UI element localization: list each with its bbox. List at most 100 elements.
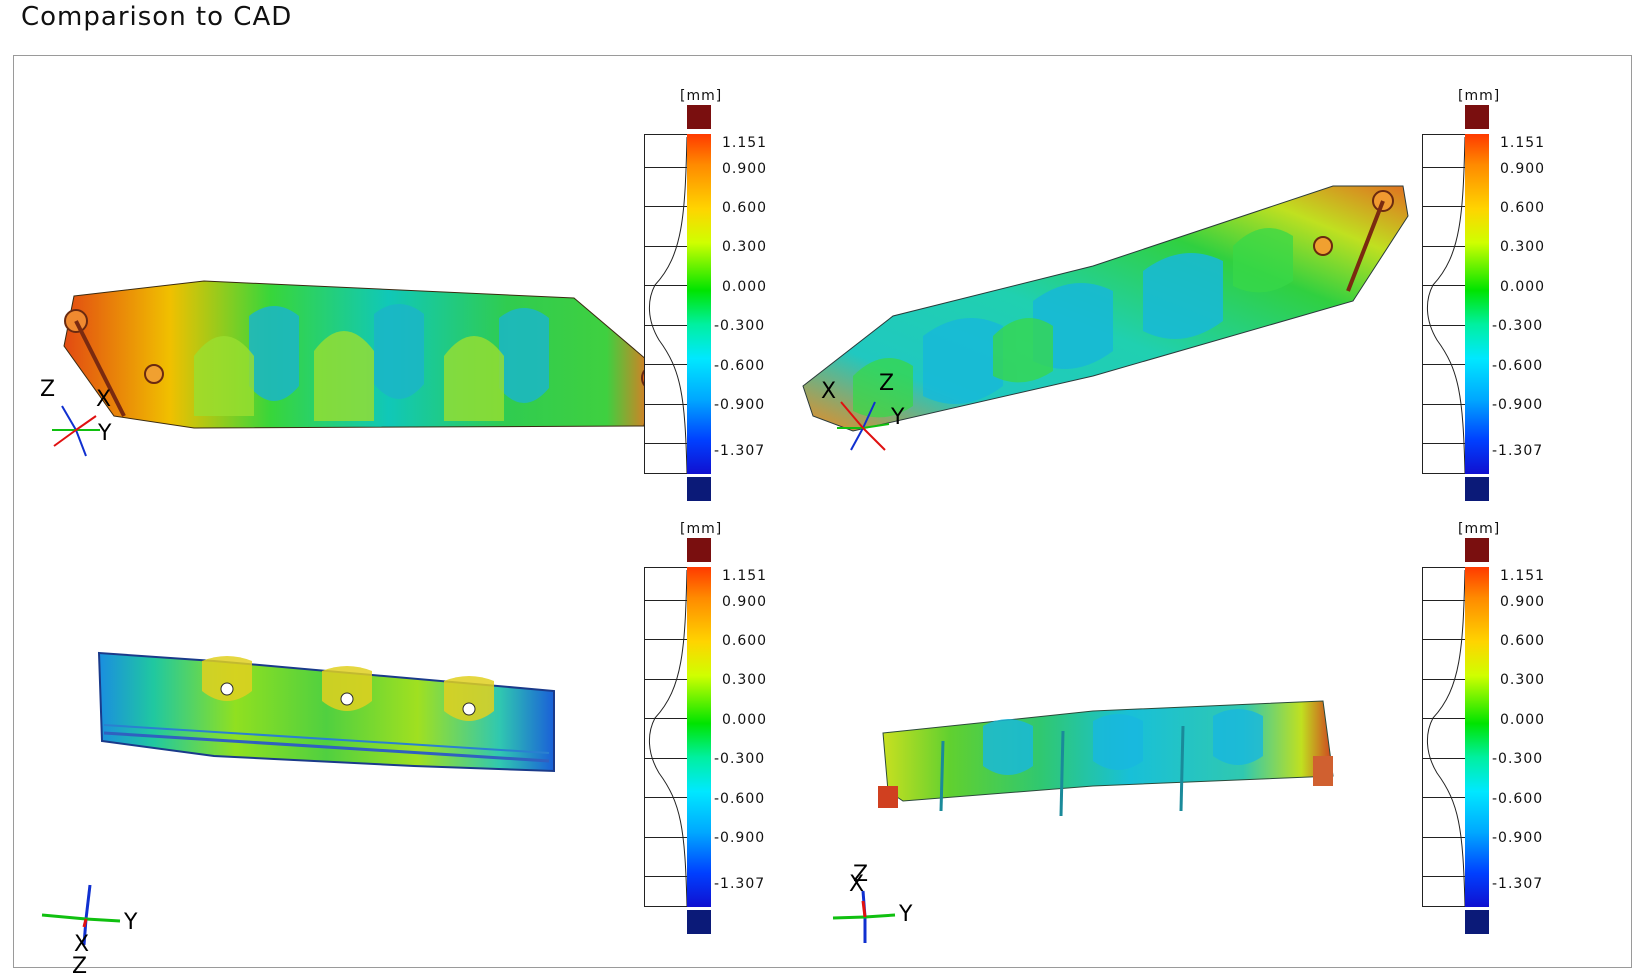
view-top-right[interactable]: X Z Y [mm] 1.151 0.900 0.600 0.300 0.000 -0.3… — [793, 56, 1593, 511]
legend-tick-label: -0.600 — [1492, 791, 1544, 807]
histogram-gridline — [645, 404, 687, 405]
legend-above-swatch — [1465, 105, 1489, 129]
histogram-gridline — [645, 285, 687, 286]
axis-label-2: X — [96, 387, 111, 412]
axis-triad: X Z Y — [821, 371, 905, 451]
legend-tick-label: -1.307 — [1492, 876, 1544, 892]
view-top-left[interactable]: Z X Y [mm] 1.151 0.900 0.600 0.300 0.000 -0.3… — [14, 56, 814, 511]
legend-tick-label: 0.900 — [1500, 594, 1546, 610]
legend-tick-label: -0.300 — [714, 751, 766, 767]
histogram-gridline — [645, 443, 687, 444]
part-deviation-map — [878, 700, 1334, 817]
color-legend: [mm] 1.151 0.900 0.600 0.300 0.000 -0.300 -0.6… — [1422, 521, 1582, 946]
legend-tick-label: 1.151 — [722, 135, 768, 151]
legend-tick-label: 0.600 — [722, 633, 768, 649]
legend-tick-label: -1.307 — [1492, 443, 1544, 459]
legend-tick-label: 0.600 — [722, 200, 768, 216]
histogram-gridline — [645, 876, 687, 877]
legend-tick-label: 1.151 — [722, 568, 768, 584]
color-legend: [mm] 1.151 0.900 0.600 0.300 0.000 -0.300 -0.6… — [644, 521, 804, 946]
axis-label-1: X — [821, 379, 836, 404]
axis-label-2: X — [74, 932, 89, 957]
legend-tick-label: 0.300 — [722, 239, 768, 255]
axis-label-3: Z — [72, 954, 87, 973]
histogram-gridline — [1423, 167, 1465, 168]
axis-label-1: Z — [853, 862, 868, 887]
legend-tick-label: -0.600 — [714, 791, 766, 807]
histogram-gridline — [1423, 639, 1465, 640]
histogram-gridline — [1423, 797, 1465, 798]
legend-below-swatch — [1465, 477, 1489, 501]
legend-tick-label: -0.900 — [1492, 830, 1544, 846]
legend-tick-label: 0.900 — [722, 161, 768, 177]
legend-tick-label: 0.300 — [722, 672, 768, 688]
histogram-gridline — [645, 639, 687, 640]
histogram-gridline — [645, 758, 687, 759]
histogram-gridline — [645, 167, 687, 168]
legend-tick-label: 0.000 — [722, 279, 768, 295]
legend-histogram — [1422, 134, 1466, 474]
view-bottom-right[interactable]: Z X Y [mm] 1.151 0.900 0.600 0.300 0.000 -0.3… — [793, 511, 1593, 966]
legend-unit: [mm] — [680, 521, 723, 537]
legend-tick-label: 0.900 — [722, 594, 768, 610]
histogram-gridline — [645, 837, 687, 838]
legend-tick-label: -0.900 — [1492, 397, 1544, 413]
legend-below-swatch — [687, 477, 711, 501]
histogram-gridline — [1423, 876, 1465, 877]
histogram-curve — [1427, 136, 1466, 474]
legend-below-swatch — [687, 910, 711, 934]
histogram-gridline — [1423, 718, 1465, 719]
legend-histogram — [644, 134, 688, 474]
viewport-frame: Z X Y [mm] 1.151 0.900 0.600 0.300 0.000 -0.3… — [13, 55, 1632, 973]
legend-unit: [mm] — [680, 88, 723, 104]
histogram-gridline — [1423, 679, 1465, 680]
axis-triad: Z X Y — [832, 862, 913, 943]
histogram-gridline — [1423, 600, 1465, 601]
legend-tick-label: 1.151 — [1500, 568, 1546, 584]
report-title: Comparison to CAD — [21, 2, 293, 32]
legend-tick-label: 0.900 — [1500, 161, 1546, 177]
legend-tick-label: 0.600 — [1500, 200, 1546, 216]
legend-tick-label: 0.000 — [722, 712, 768, 728]
legend-tick-label: -0.900 — [714, 397, 766, 413]
legend-below-swatch — [1465, 910, 1489, 934]
part-deviation-map — [802, 185, 1409, 432]
legend-color-bar — [687, 134, 711, 474]
histogram-gridline — [645, 206, 687, 207]
histogram-gridline — [1423, 758, 1465, 759]
axis-triad: Y X Z — [41, 884, 138, 973]
histogram-gridline — [1423, 285, 1465, 286]
legend-color-bar — [687, 567, 711, 907]
legend-tick-label: -0.900 — [714, 830, 766, 846]
legend-tick-label: 0.000 — [1500, 279, 1546, 295]
histogram-gridline — [645, 600, 687, 601]
axis-label-3: Y — [890, 405, 905, 430]
color-legend: [mm] 1.151 0.900 0.600 0.300 0.000 -0.300 -0.6… — [644, 88, 804, 513]
part-deviation-map — [63, 280, 654, 429]
histogram-gridline — [1423, 325, 1465, 326]
axis-label-3: Y — [97, 421, 112, 446]
histogram-gridline — [645, 797, 687, 798]
legend-unit: [mm] — [1458, 521, 1501, 537]
legend-color-bar — [1465, 567, 1489, 907]
part-deviation-map — [97, 651, 555, 773]
axis-label-3: Y — [898, 902, 913, 927]
histogram-curve — [649, 136, 688, 474]
view-bottom-left[interactable]: Y X Z [mm] 1.151 0.900 0.600 0.300 0.000 -0.3… — [14, 511, 814, 973]
axis-label-1: Y — [123, 910, 138, 935]
legend-unit: [mm] — [1458, 88, 1501, 104]
legend-above-swatch — [687, 105, 711, 129]
legend-tick-label: -0.300 — [1492, 318, 1544, 334]
histogram-gridline — [645, 246, 687, 247]
legend-tick-label: 0.600 — [1500, 633, 1546, 649]
legend-tick-label: -0.600 — [714, 358, 766, 374]
legend-histogram — [644, 567, 688, 907]
color-legend: [mm] 1.151 0.900 0.600 0.300 0.000 -0.300 -0.6… — [1422, 88, 1582, 513]
histogram-gridline — [645, 364, 687, 365]
histogram-curve — [649, 569, 688, 907]
legend-tick-label: -0.300 — [714, 318, 766, 334]
legend-above-swatch — [687, 538, 711, 562]
axis-label-2: Z — [879, 371, 894, 396]
legend-tick-label: 0.300 — [1500, 672, 1546, 688]
histogram-gridline — [645, 718, 687, 719]
